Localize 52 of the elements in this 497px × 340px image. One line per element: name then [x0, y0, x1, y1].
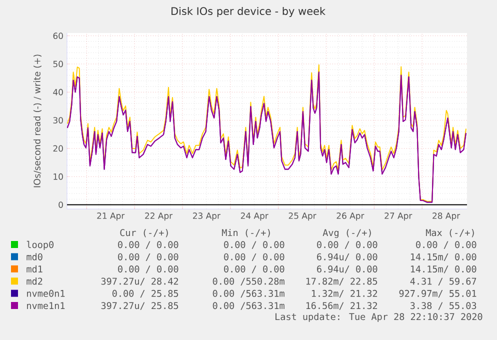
- text: 14.15m/ 0.00: [410, 253, 476, 262]
- text: 0.00 /550.28m: [212, 278, 284, 286]
- text: 0.00 / 0.00: [416, 241, 476, 249]
- text: 17.82m/ 22.85: [306, 278, 378, 286]
- text: 4.31 / 59.67: [410, 278, 476, 286]
- y-axis-title: IOs/second read (-) / write (+): [33, 54, 42, 188]
- y-tick-label: 10: [54, 173, 63, 180]
- text: 0.00 / 0.00: [224, 266, 284, 274]
- text: 0.00 / 0.00: [224, 253, 284, 262]
- text: 0.00 / 25.85: [112, 290, 178, 298]
- text: 14.15m/ 0.00: [410, 266, 476, 274]
- legend-label: loop0: [26, 240, 54, 250]
- legend-label: md2: [26, 278, 42, 285]
- y-tick-label: 40: [53, 88, 63, 96]
- text: 0.00 / 0.00: [118, 241, 178, 249]
- legend-label: md0: [26, 253, 42, 260]
- text: 6.94u/ 0.00: [317, 266, 378, 274]
- text: 0.00 / 0.00: [118, 266, 178, 274]
- x-tick-label: 22 Apr: [145, 212, 173, 221]
- text: 397.27u/ 28.42: [101, 278, 178, 286]
- text: 16.56m/ 21.32: [306, 302, 378, 310]
- text: 3.38 / 55.03: [410, 302, 476, 310]
- x-tick-label: 26 Apr: [336, 212, 364, 221]
- text: 927.97m/ 55.01: [399, 290, 476, 298]
- x-tick-label: 24 Apr: [240, 212, 268, 221]
- text: Max (-/+): [426, 228, 474, 238]
- x-tick-label: 27 Apr: [384, 212, 412, 221]
- legend-label: nvme1n1: [27, 302, 65, 310]
- chart-title: Disk IOs per device - by week: [172, 6, 326, 18]
- text: 0.00 /563.31m: [212, 290, 284, 298]
- text: Min (-/+): [222, 228, 270, 238]
- y-tick-label: 0: [58, 202, 63, 208]
- y-tick-label: 20: [53, 145, 63, 152]
- x-tick-label: 25 Apr: [288, 212, 316, 221]
- text: 0.00 /563.31m: [212, 302, 284, 310]
- legend-label: nvme0n1: [27, 290, 65, 297]
- text: 0.00 / 0.00: [118, 253, 178, 262]
- text: Cur (-/+): [120, 228, 168, 238]
- text: 0.00 / 0.00: [224, 241, 284, 249]
- x-tick-label: 28 Apr: [432, 212, 460, 221]
- text: Last update: Tue Apr 28 22:10:37 2020: [276, 312, 482, 322]
- text: 1.32m/ 21.32: [312, 290, 378, 298]
- text: 6.94u/ 0.00: [317, 253, 378, 262]
- x-tick-label: 23 Apr: [193, 212, 220, 221]
- y-tick-label: 30: [53, 117, 63, 124]
- x-tick-label: 21 Apr: [97, 212, 125, 221]
- y-tick-label: 50: [53, 60, 63, 68]
- legend-label: md1: [26, 265, 42, 273]
- text: Avg (-/+): [322, 228, 371, 238]
- y-tick-label: 60: [53, 32, 63, 40]
- text: 397.27u/ 25.85: [101, 302, 178, 310]
- text: 0.00 / 0.00: [317, 241, 378, 249]
